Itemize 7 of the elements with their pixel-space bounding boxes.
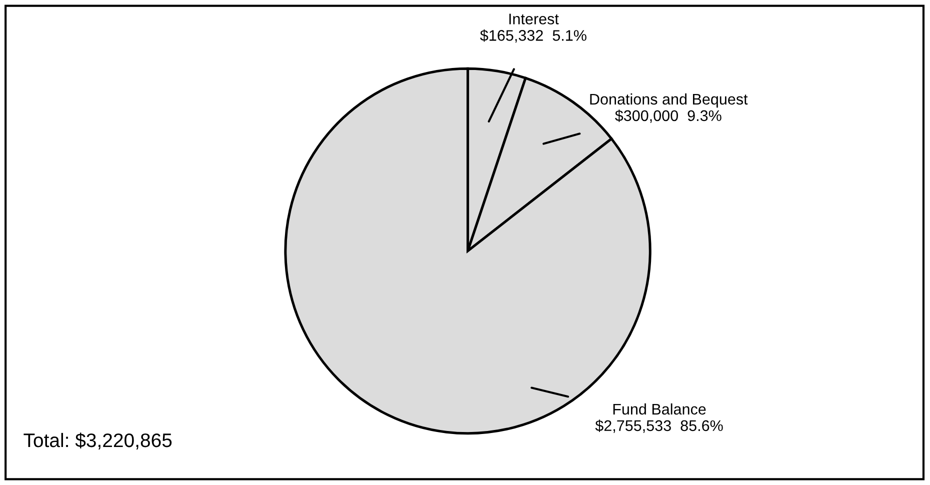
slice-label: Fund Balance [613,403,706,415]
data-label: $165,332 5.1% [480,29,586,43]
data-label: $2,755,533 85.6% [595,420,723,433]
text: Total: $3,220,865 [24,432,172,450]
data-label: $300,000 9.3% [615,110,722,123]
slice-label: Interest [509,14,559,24]
slice-label: Donations and Bequest [590,93,748,108]
